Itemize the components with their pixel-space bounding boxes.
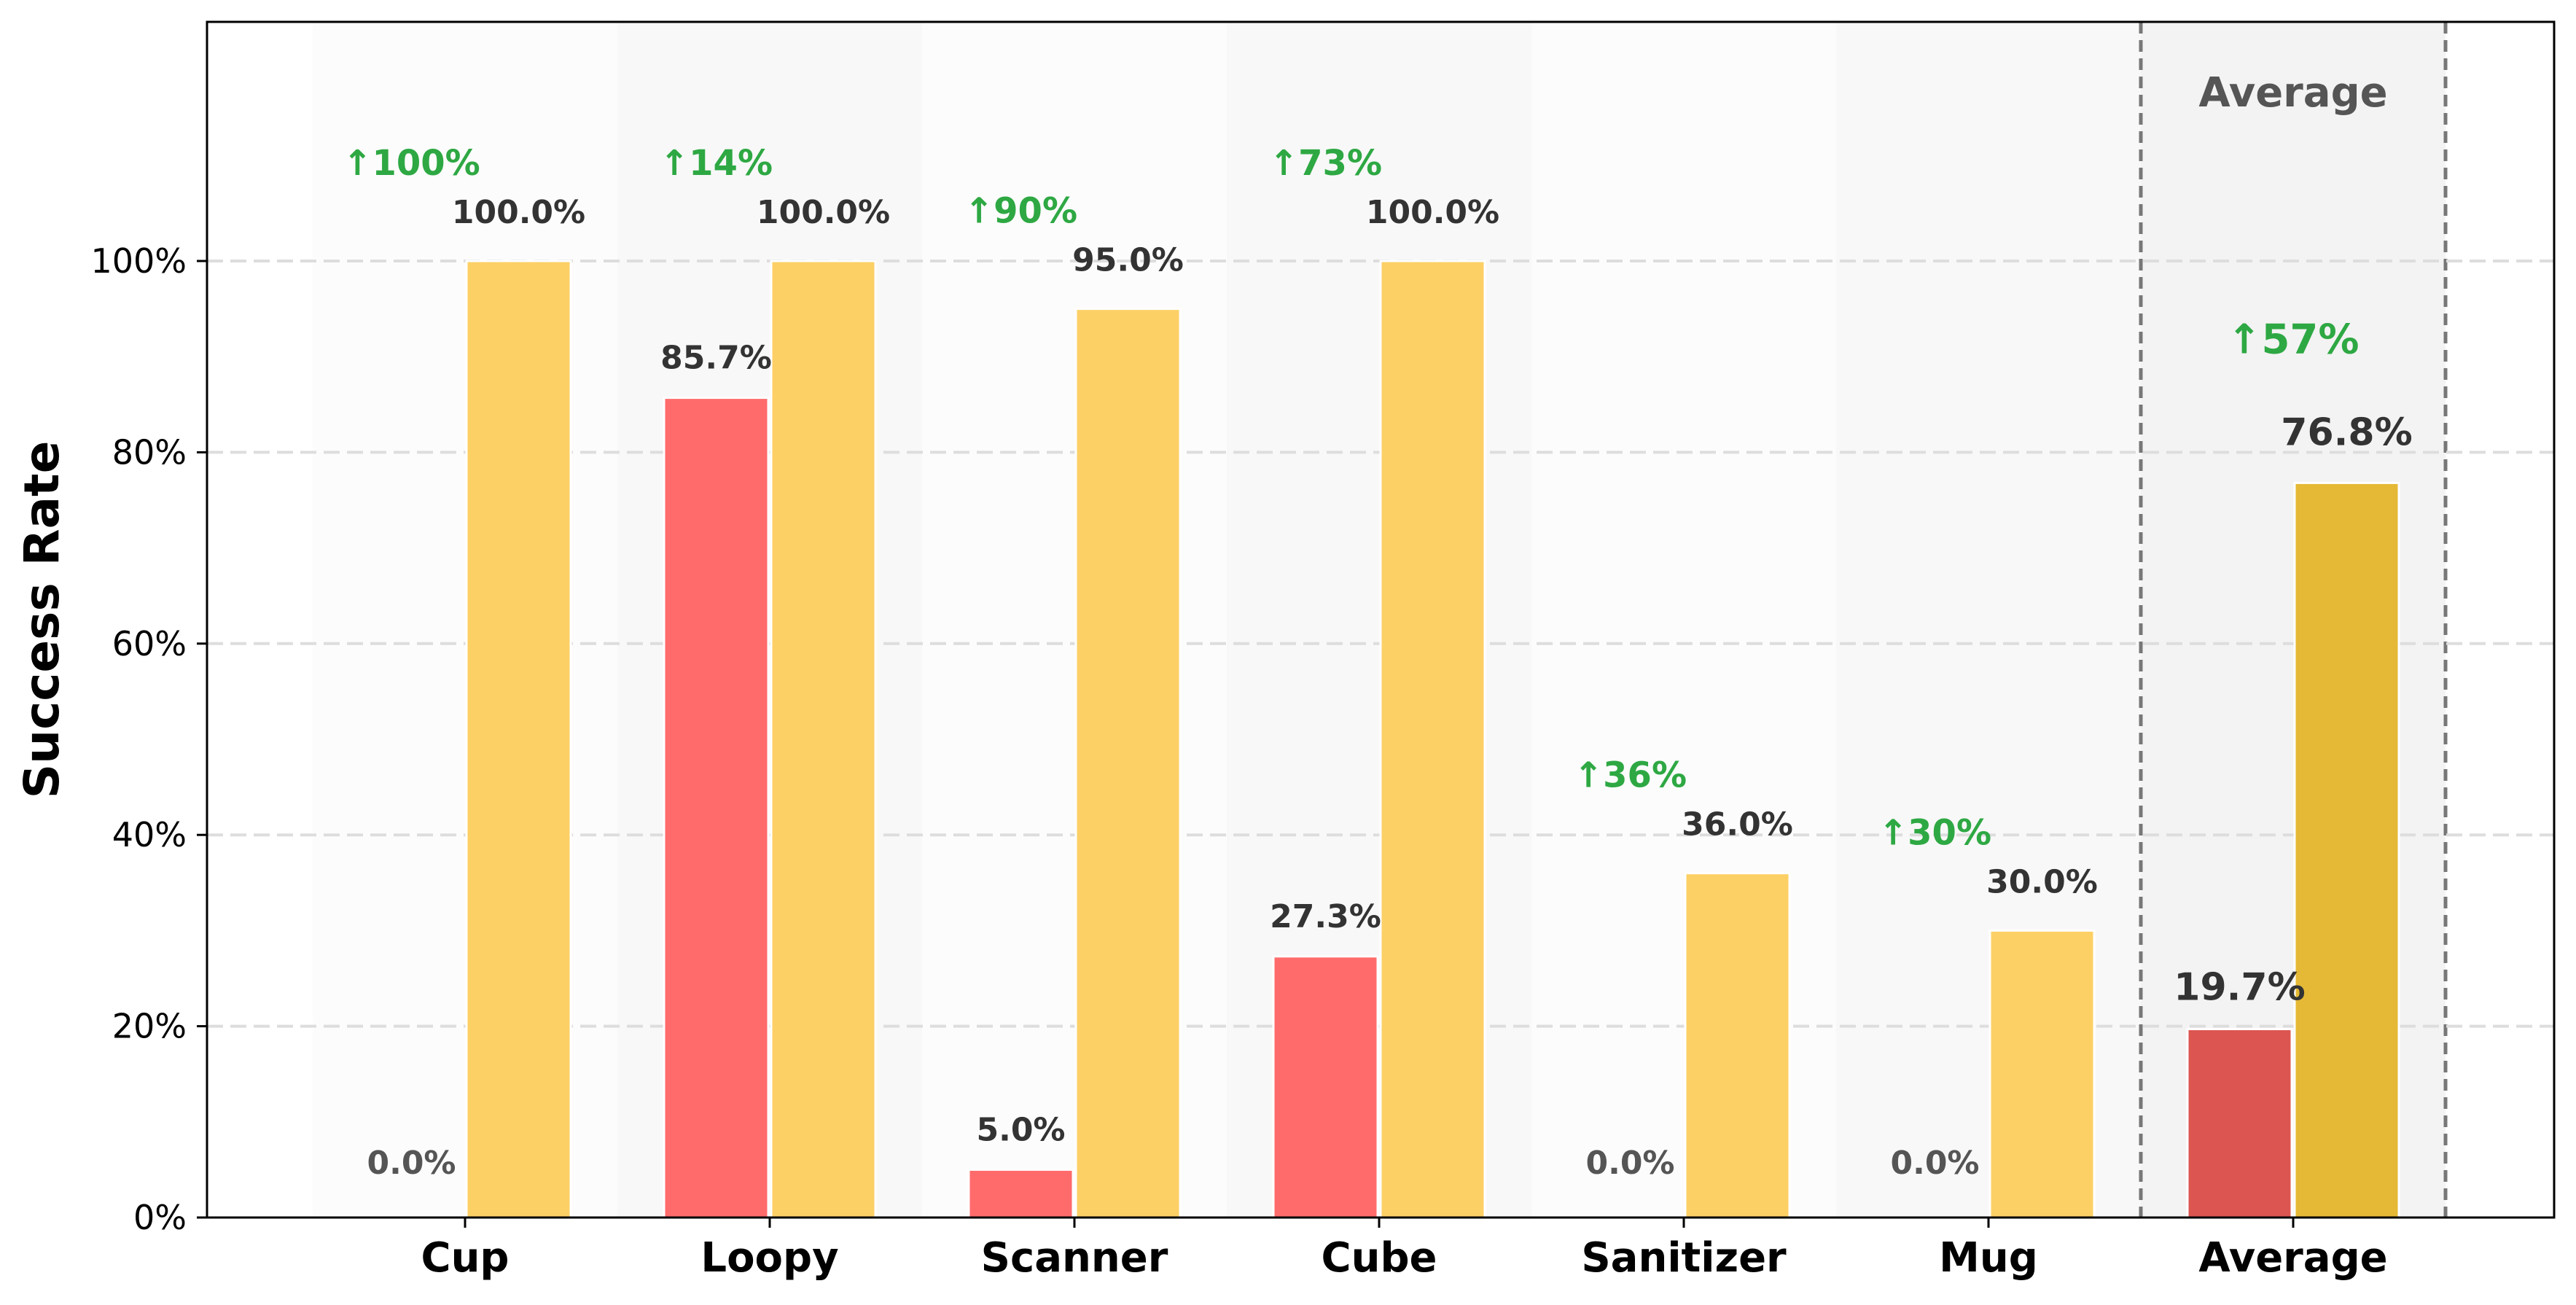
improved-bar-loopy — [770, 260, 877, 1219]
baseline-value-label: 27.3% — [1270, 898, 1381, 935]
y-tick-label: 80% — [112, 432, 187, 472]
y-tick-label: 40% — [112, 815, 187, 854]
y-tick-label: 100% — [90, 241, 187, 281]
average-region-title: Average — [2198, 69, 2387, 117]
x-tick-label: Loopy — [700, 1234, 838, 1282]
improvement-label: ↑14% — [660, 143, 773, 184]
x-tick-label: Sanitizer — [1581, 1234, 1787, 1282]
baseline-bar-loopy — [663, 397, 770, 1219]
improved-bar-mug — [1988, 929, 2096, 1219]
y-axis-label: Success Rate — [14, 441, 70, 799]
plot-frame — [206, 20, 2556, 1219]
baseline-value-label: 5.0% — [976, 1111, 1065, 1148]
baseline-value-label: 0.0% — [1585, 1145, 1674, 1182]
improved-bar-cube — [1379, 260, 1486, 1219]
improved-value-label: 95.0% — [1072, 242, 1184, 279]
baseline-bar-cube — [1272, 955, 1379, 1219]
baseline-value-label: 0.0% — [1890, 1145, 1979, 1182]
improved-bar-average — [2293, 481, 2400, 1219]
improvement-label: ↑36% — [1574, 755, 1687, 796]
improved-value-label: 100.0% — [452, 194, 585, 231]
baseline-bar-average — [2186, 1028, 2293, 1219]
x-tick-label: Mug — [1939, 1234, 2038, 1282]
improvement-label: ↑30% — [1878, 812, 1991, 853]
baseline-value-label: 19.7% — [2174, 966, 2305, 1010]
improved-bar-cup — [465, 260, 572, 1219]
improvement-label: ↑90% — [964, 191, 1077, 232]
x-tick-label: Average — [2198, 1234, 2387, 1282]
improved-bar-sanitizer — [1684, 872, 1791, 1219]
improvement-label: ↑100% — [343, 143, 480, 184]
y-tick-label: 0% — [133, 1198, 187, 1237]
baseline-bar-scanner — [967, 1168, 1074, 1219]
y-tick-label: 60% — [112, 624, 187, 663]
improvement-label: ↑57% — [2228, 316, 2360, 363]
baseline-value-label: 85.7% — [660, 340, 772, 377]
y-tick-label: 20% — [112, 1007, 187, 1046]
x-tick-label: Scanner — [981, 1234, 1168, 1282]
x-tick-label: Cube — [1321, 1234, 1437, 1282]
improved-value-label: 30.0% — [1986, 863, 2098, 900]
improvement-label: ↑73% — [1269, 143, 1382, 184]
improved-bar-scanner — [1074, 308, 1182, 1219]
improved-value-label: 76.8% — [2281, 410, 2412, 454]
improved-value-label: 100.0% — [757, 194, 890, 231]
x-tick-label: Cup — [421, 1234, 509, 1282]
improved-value-label: 100.0% — [1366, 194, 1499, 231]
baseline-value-label: 0.0% — [367, 1145, 456, 1182]
improved-value-label: 36.0% — [1682, 806, 1793, 844]
